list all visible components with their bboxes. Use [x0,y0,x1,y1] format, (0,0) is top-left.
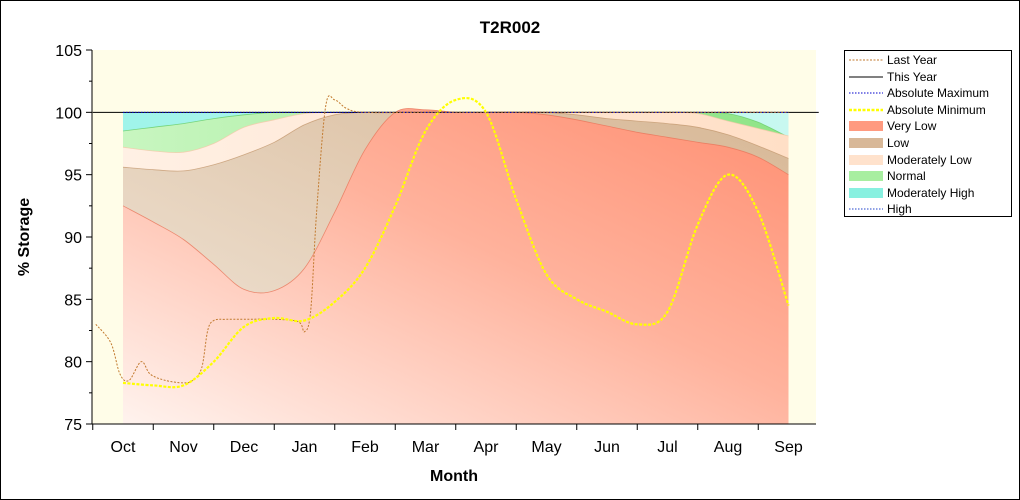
x-tick-label-jul: Jul [657,439,677,456]
legend-label: Last Year [887,53,938,67]
legend: Last Year This Year Absolute Maximum Absolu… [844,50,1012,217]
legend-swatch [849,138,883,148]
legend-item-low: Low [845,135,1011,151]
y-tick-label-90: 90 [64,230,82,247]
legend-item-absolute-minimum: Absolute Minimum [845,102,1011,118]
legend-label: Moderately Low [887,152,972,167]
legend-swatch [849,187,883,198]
legend-swatch [849,76,883,78]
legend-label: Absolute Maximum [887,86,990,101]
axes-layer: 75 80 85 90 95 100 105 Oct Nov Dec Jan Feb Mar Apr May… [55,43,816,456]
x-tick-label-nov: Nov [169,439,197,456]
legend-item-moderately-high: Moderately High [845,185,1011,201]
legend-swatch-fill [849,121,883,132]
y-axis-label: % Storage [16,198,33,276]
legend-swatch [849,59,883,61]
legend-item-high: High [845,201,1011,217]
band-very-low [123,108,789,425]
x-tick-label-jun: Jun [594,439,620,456]
legend-item-normal: Normal [845,168,1011,184]
x-tick-label-feb: Feb [351,439,379,456]
x-tick-label-mar: Mar [412,439,440,456]
legend-label: High [887,202,912,217]
chart-title: T2R002 [480,18,540,37]
y-tick-label-75: 75 [64,417,82,434]
legend-swatch [849,171,883,182]
legend-swatch [849,121,883,132]
x-tick-label-may: May [531,439,561,456]
legend-item-very-low: Very Low [845,118,1011,134]
x-tick-label-apr: Apr [474,439,500,456]
x-tick-label-dec: Dec [230,439,258,456]
y-tick-label-105: 105 [55,43,82,60]
x-tick-label-jan: Jan [292,439,318,456]
legend-label: This Year [887,69,938,84]
legend-swatch [849,108,883,112]
legend-swatch-fill [849,154,883,165]
legend-swatch-fill [849,187,883,198]
legend-swatch [849,92,883,94]
x-tick-label-sep: Sep [774,439,803,456]
legend-swatch [849,208,883,210]
legend-item-this-year: This Year [845,69,1011,85]
y-tick-label-80: 80 [64,355,82,372]
series-absolute-minimum [122,96,790,389]
legend-swatch-fill [849,171,883,182]
legend-item-absolute-maximum: Absolute Maximum [845,85,1011,101]
x-tick-label-aug: Aug [714,439,742,456]
lines-layer [92,95,819,389]
legend-label: Low [887,136,910,150]
x-axis-label: Month [430,468,478,485]
legend-swatch [849,154,883,165]
y-tick-label-100: 100 [55,105,82,122]
legend-label: Normal [887,169,926,184]
legend-label: Very Low [887,119,937,134]
bands-layer [122,108,789,425]
legend-label: Absolute Minimum [887,102,986,117]
y-tick-label-95: 95 [64,168,82,185]
legend-item-moderately-low: Moderately Low [845,152,1011,168]
legend-item-last-year: Last Year [845,52,1011,68]
x-tick-label-oct: Oct [111,439,136,456]
legend-swatch-fill [849,138,883,148]
legend-label: Moderately High [887,185,975,200]
y-tick-label-85: 85 [64,292,82,309]
